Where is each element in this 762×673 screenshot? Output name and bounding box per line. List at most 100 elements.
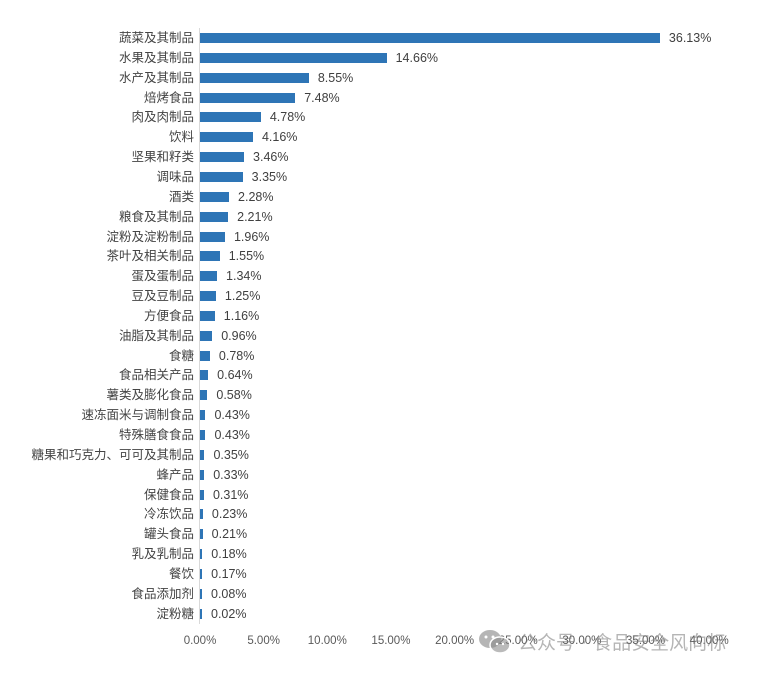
bar bbox=[200, 489, 204, 500]
x-tick-label: 15.00% bbox=[371, 635, 411, 647]
value-label: 7.48% bbox=[304, 90, 340, 105]
value-label: 0.35% bbox=[213, 447, 249, 462]
bar bbox=[200, 231, 225, 242]
value-label: 0.43% bbox=[214, 428, 250, 442]
value-label: 2.21% bbox=[237, 209, 273, 224]
x-tick-label: 30.00% bbox=[562, 635, 602, 647]
bar bbox=[200, 469, 205, 480]
value-label: 0.64% bbox=[217, 368, 253, 383]
category-label: 蜂产品 bbox=[156, 466, 194, 482]
category-label: 坚果和籽类 bbox=[131, 149, 194, 165]
value-label: 1.96% bbox=[233, 229, 270, 244]
category-label: 焙烤食品 bbox=[143, 89, 194, 105]
bar bbox=[200, 588, 202, 599]
value-label: 0.17% bbox=[211, 566, 247, 581]
bar bbox=[200, 549, 203, 560]
watermark-text: 公众号 · 食品安全风向标 bbox=[518, 632, 727, 654]
category-label: 薯类及膨化食品 bbox=[106, 387, 194, 403]
bar bbox=[200, 568, 203, 579]
x-tick-label: 5.00% bbox=[247, 635, 280, 647]
value-label: 14.66% bbox=[395, 50, 439, 65]
value-label: 1.55% bbox=[228, 249, 265, 264]
category-label: 豆及豆制品 bbox=[131, 288, 194, 304]
value-label: 0.08% bbox=[211, 586, 247, 601]
category-label: 冷冻饮品 bbox=[143, 506, 194, 522]
x-tick-label: 35.00% bbox=[626, 635, 666, 647]
bar bbox=[200, 430, 206, 440]
bar bbox=[200, 509, 203, 520]
bar bbox=[200, 529, 203, 540]
bar bbox=[200, 291, 216, 302]
value-label: 0.02% bbox=[211, 606, 247, 621]
bar bbox=[200, 211, 229, 222]
bar bbox=[200, 52, 387, 63]
bar bbox=[200, 310, 215, 321]
category-label: 油脂及其制品 bbox=[118, 327, 194, 343]
category-label: 饮料 bbox=[168, 129, 194, 145]
category-label: 蔬菜及其制品 bbox=[118, 30, 194, 45]
bar bbox=[200, 410, 206, 421]
value-label: 0.31% bbox=[212, 487, 249, 502]
value-label: 4.16% bbox=[261, 130, 298, 145]
value-label: 1.34% bbox=[226, 269, 262, 284]
bar bbox=[200, 112, 261, 123]
category-label: 淀粉糖 bbox=[156, 605, 194, 621]
bar bbox=[200, 271, 218, 282]
category-label: 餐饮 bbox=[168, 565, 194, 581]
category-label: 食糖 bbox=[168, 347, 194, 363]
category-label: 速冻面米与调制食品 bbox=[81, 407, 194, 423]
category-label: 肉及肉制品 bbox=[131, 109, 194, 125]
bar bbox=[200, 152, 245, 163]
value-label: 1.25% bbox=[224, 289, 261, 304]
category-label: 食品相关产品 bbox=[118, 367, 194, 383]
bar bbox=[200, 449, 205, 460]
value-label: 0.58% bbox=[216, 388, 252, 403]
category-label: 罐头食品 bbox=[143, 526, 194, 542]
y-axis-line bbox=[199, 28, 200, 624]
category-label: 水果及其制品 bbox=[118, 49, 194, 65]
value-label: 0.18% bbox=[211, 547, 247, 562]
wechat-icon bbox=[478, 629, 512, 655]
category-label: 粮食及其制品 bbox=[118, 208, 194, 224]
category-label: 乳及乳制品 bbox=[131, 546, 194, 562]
bar bbox=[200, 72, 309, 83]
value-label: 0.96% bbox=[221, 328, 257, 343]
watermark: 公众号 · 食品安全风向标 bbox=[478, 628, 726, 655]
value-label: 0.21% bbox=[211, 527, 248, 542]
value-label: 36.13% bbox=[668, 31, 712, 45]
value-label: 3.35% bbox=[251, 169, 288, 184]
value-label: 0.78% bbox=[218, 348, 255, 363]
bar bbox=[200, 191, 230, 202]
value-label: 1.16% bbox=[223, 308, 260, 323]
bar bbox=[200, 330, 213, 341]
x-tick-label: 40.00% bbox=[689, 635, 729, 647]
bar bbox=[200, 33, 660, 43]
category-label: 茶叶及相关制品 bbox=[106, 248, 194, 264]
category-label: 水产及其制品 bbox=[118, 69, 194, 85]
category-label: 特殊膳食食品 bbox=[118, 427, 194, 442]
value-label: 8.55% bbox=[317, 70, 354, 85]
x-tick-label: 20.00% bbox=[435, 635, 475, 647]
bar bbox=[200, 92, 296, 103]
category-label: 蛋及蛋制品 bbox=[131, 268, 194, 284]
bar bbox=[200, 608, 202, 619]
x-tick-label: 10.00% bbox=[307, 635, 347, 647]
value-label: 2.28% bbox=[238, 189, 274, 204]
category-label: 方便食品 bbox=[143, 307, 194, 323]
value-label: 3.46% bbox=[253, 150, 289, 165]
bar bbox=[200, 390, 208, 401]
bar bbox=[200, 350, 210, 361]
value-label: 0.43% bbox=[214, 408, 250, 423]
category-label: 糖果和巧克力、可可及其制品 bbox=[31, 446, 194, 462]
category-label: 食品添加剂 bbox=[131, 585, 194, 601]
value-label: 0.33% bbox=[213, 467, 249, 482]
x-tick-label: 0.00% bbox=[183, 635, 217, 647]
bar bbox=[200, 251, 220, 262]
category-label: 保健食品 bbox=[143, 486, 194, 502]
value-label: 4.78% bbox=[269, 110, 306, 125]
category-label: 淀粉及淀粉制品 bbox=[106, 228, 194, 244]
bar bbox=[200, 132, 253, 143]
bar bbox=[200, 171, 243, 182]
value-label: 0.23% bbox=[211, 507, 248, 522]
